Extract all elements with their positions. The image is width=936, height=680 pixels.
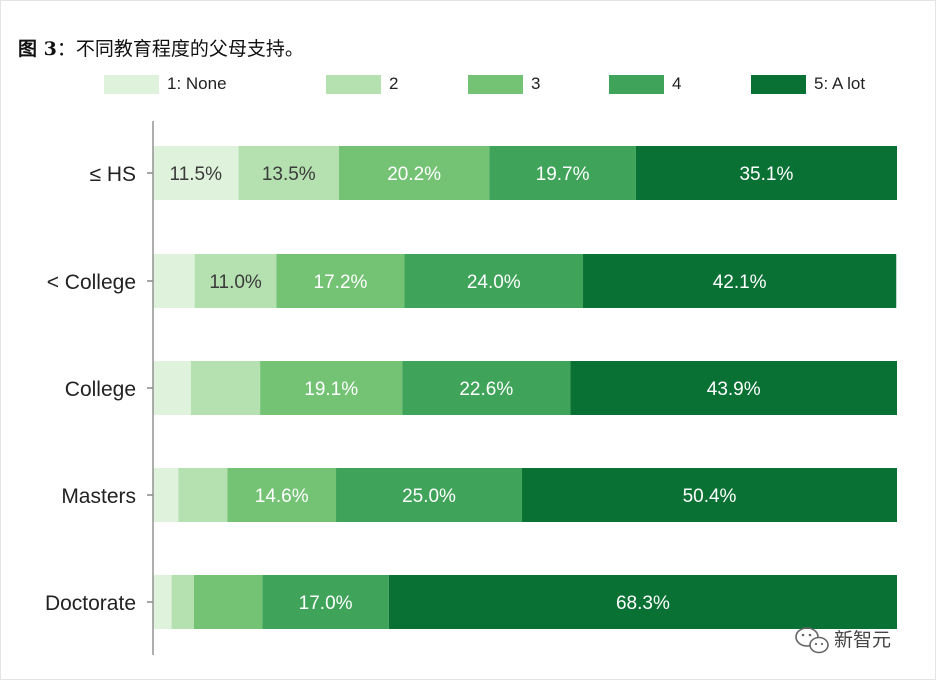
- legend-swatch: [468, 75, 523, 94]
- legend-label: 2: [389, 74, 399, 93]
- legend-label: 3: [531, 74, 541, 93]
- category-label: ≤ HS: [89, 163, 136, 186]
- legend-swatch: [609, 75, 664, 94]
- bar-segment: [276, 254, 405, 308]
- bar-segment: [402, 361, 571, 415]
- bar-segment: [190, 361, 261, 415]
- bar-segment: [153, 575, 172, 629]
- legend-label: 1: None: [167, 74, 227, 93]
- bar-segment: [522, 468, 897, 522]
- figure-label: 图 3: [18, 38, 57, 60]
- bar-segment: [238, 146, 339, 200]
- bar-segment: [193, 575, 263, 629]
- bar-segment: [171, 575, 194, 629]
- category-label: < College: [47, 271, 136, 294]
- bar-segment: [336, 468, 523, 522]
- data-label: 14.6%: [255, 486, 309, 507]
- data-label: 24.0%: [467, 272, 521, 293]
- data-label: 13.5%: [262, 164, 316, 185]
- category-label: Masters: [61, 485, 136, 508]
- watermark: 新智元: [792, 620, 912, 660]
- bar-segment: [178, 468, 228, 522]
- bar-segment: [404, 254, 584, 308]
- bar-segment: [570, 361, 897, 415]
- data-label: 17.0%: [299, 593, 353, 614]
- wechat-icon: [795, 627, 829, 654]
- bar-segment: [153, 146, 239, 200]
- data-label: 68.3%: [616, 593, 670, 614]
- data-label: 50.4%: [683, 486, 737, 507]
- bar-segment: [635, 146, 897, 200]
- data-label: 42.1%: [713, 272, 767, 293]
- watermark-text: 新智元: [834, 629, 892, 651]
- caption-text: 不同教育程度的父母支持。: [75, 38, 304, 60]
- caption-separator: ：: [56, 38, 76, 60]
- bar-segment: [153, 468, 179, 522]
- data-label: 19.1%: [304, 379, 358, 400]
- data-label: 11.0%: [209, 272, 262, 293]
- legend-swatch: [751, 75, 806, 94]
- bar-segment: [388, 575, 897, 629]
- category-label: Doctorate: [45, 592, 136, 615]
- bar-segment: [194, 254, 277, 308]
- legend-swatch: [104, 75, 159, 94]
- bar-segment: [227, 468, 337, 522]
- bar-segment: [262, 575, 389, 629]
- data-label: 20.2%: [387, 164, 441, 185]
- data-label: 11.5%: [170, 164, 223, 185]
- data-label: 17.2%: [314, 272, 368, 293]
- data-label: 35.1%: [739, 164, 793, 185]
- data-label: 43.9%: [707, 379, 761, 400]
- data-label: 19.7%: [536, 164, 590, 185]
- legend-label: 5: A lot: [814, 74, 866, 93]
- category-label: College: [65, 378, 136, 401]
- figure-caption: 图 3：不同教育程度的父母支持。: [18, 34, 304, 61]
- bar-segment: [260, 361, 403, 415]
- data-label: 22.6%: [459, 379, 513, 400]
- bar-segment: [489, 146, 636, 200]
- bar-segment: [153, 361, 191, 415]
- data-label: 25.0%: [402, 486, 456, 507]
- legend-label: 4: [672, 74, 682, 93]
- bar-segment: [583, 254, 897, 308]
- bar-segment: [153, 254, 195, 308]
- bar-segment: [339, 146, 490, 200]
- legend-swatch: [326, 75, 381, 94]
